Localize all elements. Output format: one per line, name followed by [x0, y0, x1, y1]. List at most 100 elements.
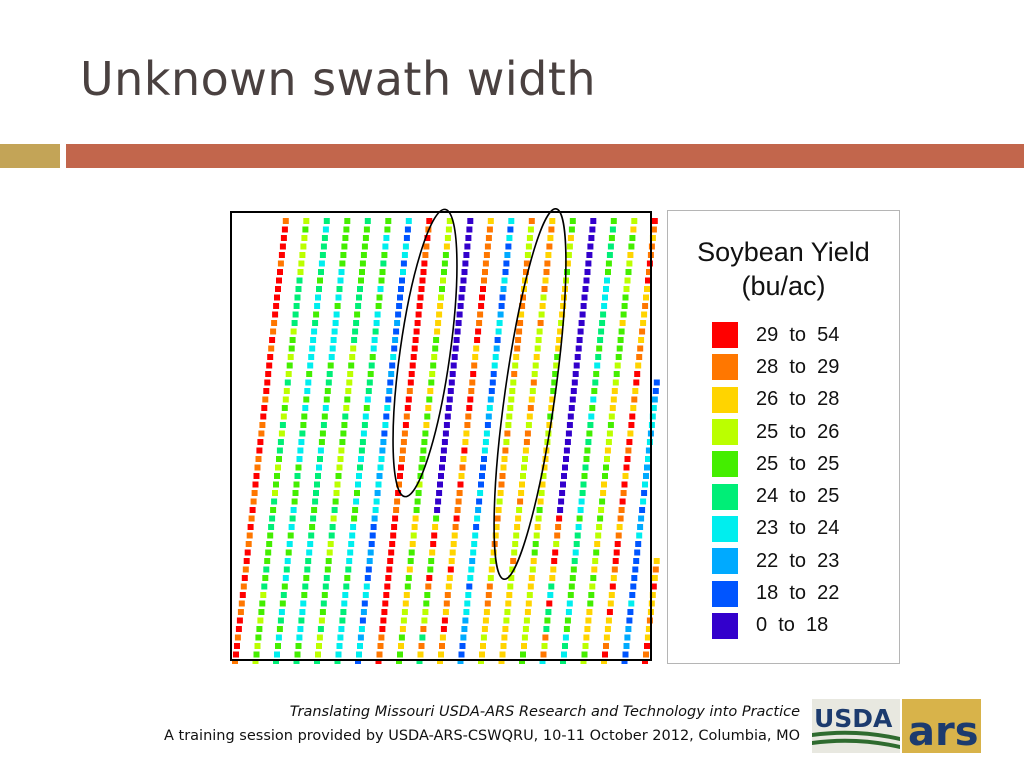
yield-point	[399, 277, 405, 284]
yield-point	[313, 490, 319, 496]
yield-point	[355, 660, 361, 664]
yield-point	[544, 260, 551, 267]
yield-point	[320, 243, 327, 250]
yield-point	[504, 252, 511, 258]
yield-point	[404, 405, 411, 411]
yield-point	[256, 626, 263, 632]
yield-point	[380, 260, 387, 267]
yield-point	[401, 252, 408, 258]
yield-point	[252, 481, 259, 488]
yield-point	[601, 303, 608, 309]
yield-point	[403, 592, 410, 598]
yield-point	[528, 396, 535, 403]
yield-point	[337, 456, 344, 462]
yield-point	[456, 490, 463, 496]
yield-point	[646, 269, 652, 275]
yield-point	[546, 243, 553, 250]
yield-point	[452, 524, 459, 530]
yield-point	[511, 371, 518, 377]
yield-point	[552, 371, 559, 377]
yield-point	[607, 600, 614, 607]
yield-point	[605, 617, 612, 624]
yield-point	[422, 252, 429, 258]
yield-point	[549, 218, 556, 224]
yield-point	[362, 413, 369, 420]
yield-point	[590, 575, 597, 581]
yield-point	[380, 439, 387, 445]
yield-point	[281, 226, 288, 233]
legend-item: 29 to 54	[712, 319, 839, 351]
yield-point	[285, 549, 292, 556]
yield-point	[614, 362, 621, 369]
yield-point	[331, 507, 338, 513]
yield-point	[283, 388, 290, 394]
yield-point	[424, 592, 431, 598]
yield-point	[338, 269, 345, 275]
yield-point	[262, 575, 269, 581]
yield-point	[483, 252, 490, 258]
yield-point	[498, 481, 505, 488]
yield-point	[432, 524, 439, 530]
yield-point	[530, 379, 537, 386]
yield-point	[441, 269, 447, 275]
yield-point	[634, 371, 641, 377]
yield-point	[503, 617, 510, 624]
yield-point	[596, 524, 603, 530]
yield-point	[328, 532, 335, 539]
yield-point	[386, 566, 393, 573]
accent-bar-red	[66, 144, 1024, 168]
yield-point	[581, 651, 588, 658]
yield-point	[242, 566, 249, 573]
yield-point	[444, 592, 451, 598]
yield-point	[318, 617, 325, 624]
yield-point	[385, 575, 392, 581]
legend-swatch	[712, 419, 738, 446]
yield-point	[486, 583, 493, 590]
yield-point	[507, 583, 514, 590]
yield-point	[501, 277, 508, 284]
yield-point	[642, 660, 648, 664]
yield-point	[236, 617, 243, 624]
yield-point	[323, 218, 330, 224]
yield-point	[625, 626, 632, 632]
yield-point	[539, 481, 546, 488]
yield-point	[325, 558, 332, 564]
yield-point	[525, 243, 532, 250]
legend-swatch	[712, 322, 738, 349]
yield-point	[569, 218, 576, 224]
yield-point	[554, 532, 561, 539]
yield-point	[400, 439, 407, 445]
yield-point	[361, 422, 368, 428]
yield-point	[257, 439, 264, 445]
yield-point	[389, 362, 396, 369]
yield-point	[545, 430, 552, 437]
yield-point	[548, 583, 555, 590]
yield-point	[636, 532, 643, 539]
yield-point	[267, 354, 274, 360]
yield-point	[505, 600, 512, 607]
yield-point	[326, 549, 333, 556]
yield-point	[506, 235, 513, 241]
yield-point	[309, 524, 316, 530]
yield-point	[595, 532, 602, 539]
yield-point	[421, 617, 428, 624]
yield-point	[558, 498, 565, 505]
yield-point	[362, 235, 369, 241]
yield-point	[374, 490, 381, 496]
yield-point	[352, 507, 359, 513]
yield-point	[305, 558, 312, 564]
yield-point	[434, 328, 441, 335]
yield-point	[600, 311, 607, 318]
yield-point	[573, 541, 580, 547]
yield-point	[604, 456, 610, 462]
yield-point	[295, 286, 302, 292]
yield-point	[383, 592, 390, 598]
yield-point	[472, 354, 479, 360]
yield-point	[430, 541, 437, 547]
yield-point	[428, 379, 435, 386]
yield-point	[604, 447, 611, 454]
legend-item: 0 to 18	[712, 610, 839, 642]
yield-point	[564, 260, 571, 267]
legend-item: 18 to 22	[712, 577, 839, 609]
legend-label: 0 to 18	[756, 614, 829, 637]
